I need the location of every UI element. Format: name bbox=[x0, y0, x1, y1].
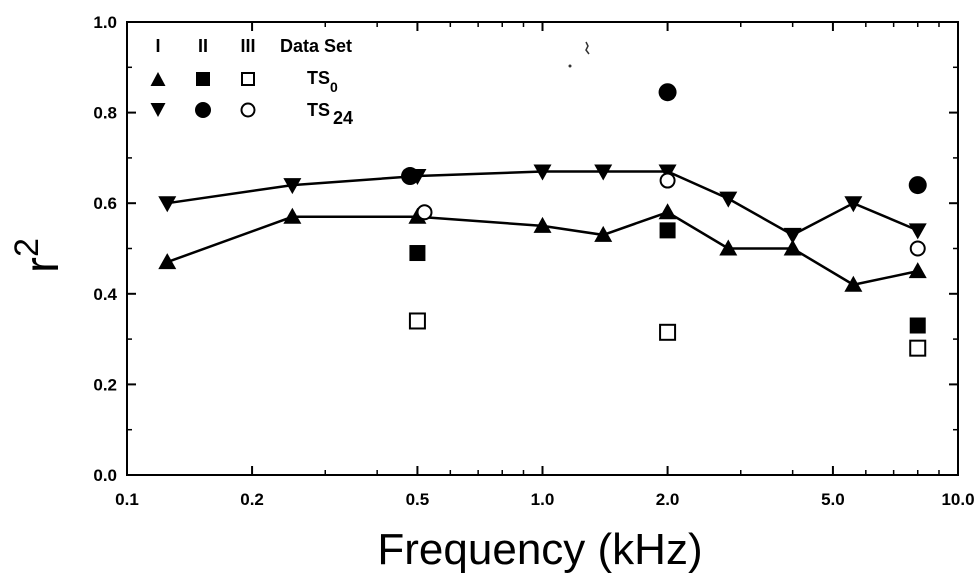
triangle-up-filled-marker bbox=[908, 262, 927, 279]
legend-header-col3: III bbox=[240, 36, 255, 56]
triangle-up-filled-marker bbox=[844, 275, 863, 292]
speck-mark bbox=[585, 41, 590, 55]
legend-ts0-main: TS bbox=[307, 68, 330, 88]
y-axis-ticks: 0.0 0.2 0.4 0.6 0.8 1.0 bbox=[93, 13, 958, 485]
legend-row-ts0-label: TS0 bbox=[307, 68, 338, 95]
triangle-up-filled-marker bbox=[158, 253, 177, 270]
x-tick-label: 2.0 bbox=[656, 490, 680, 509]
x-tick-label: 0.1 bbox=[115, 490, 139, 509]
plot-frame bbox=[126, 21, 959, 476]
circle-open-marker bbox=[416, 204, 433, 221]
legend-triangle-down-filled-marker bbox=[150, 103, 166, 117]
y-tick-label: 0.4 bbox=[93, 285, 117, 304]
square-open-marker bbox=[408, 312, 426, 330]
speck-dot bbox=[568, 64, 572, 68]
triangle-down-filled-marker bbox=[594, 164, 613, 181]
x-tick-label: 0.2 bbox=[240, 490, 264, 509]
y-tick-label: 0.8 bbox=[93, 104, 117, 123]
triangle-up-filled-marker bbox=[658, 203, 677, 220]
triangle-down-filled-marker bbox=[844, 196, 863, 213]
legend-row-ts0: TS0 bbox=[150, 68, 338, 95]
plot-border bbox=[126, 21, 959, 476]
square-open-marker bbox=[659, 323, 677, 341]
legend-row-ts24: TS 24 bbox=[150, 100, 353, 128]
circle-open-marker bbox=[909, 240, 926, 257]
square-open-marker bbox=[909, 339, 927, 357]
y-tick-label: 0.6 bbox=[93, 194, 117, 213]
square-filled-marker bbox=[409, 245, 426, 262]
triangle-up-filled-marker bbox=[783, 239, 802, 256]
legend-ts24-main: TS bbox=[307, 100, 330, 120]
x-tick-label: 1.0 bbox=[531, 490, 555, 509]
triangle-up-filled-marker bbox=[283, 207, 302, 224]
legend-ts0-subscript: 0 bbox=[330, 79, 338, 95]
legend-circle-filled-marker bbox=[195, 102, 211, 118]
y-axis-title: r2 bbox=[8, 238, 69, 273]
square-filled-marker bbox=[909, 317, 926, 334]
x-axis-title: Frequency (kHz) bbox=[377, 525, 702, 574]
legend-triangle-up-filled-marker bbox=[150, 72, 166, 86]
series-line-triangle-down-filled bbox=[167, 170, 919, 237]
y-tick-label: 1.0 bbox=[93, 13, 117, 32]
triangle-down-filled-marker bbox=[533, 164, 552, 181]
legend-square-filled-marker bbox=[196, 72, 210, 86]
legend-square-open-marker bbox=[241, 72, 255, 86]
square-filled-marker bbox=[659, 222, 676, 239]
triangle-down-filled-marker bbox=[719, 191, 738, 208]
y-tick-label: 0.2 bbox=[93, 375, 117, 394]
circle-open-marker bbox=[659, 172, 676, 189]
legend: I II III Data Set TS0 TS 24 bbox=[150, 36, 353, 128]
legend-row-ts24-label: TS 24 bbox=[307, 100, 353, 128]
series-line-triangle-up-filled bbox=[166, 210, 918, 287]
series-lines bbox=[166, 170, 919, 287]
legend-header-data-set: Data Set bbox=[280, 36, 352, 56]
legend-header-col1: I bbox=[155, 36, 160, 56]
triangle-down-filled-marker bbox=[908, 223, 927, 240]
triangle-down-filled-marker bbox=[158, 196, 177, 213]
series-markers bbox=[158, 83, 927, 357]
circle-filled-marker bbox=[658, 83, 677, 102]
legend-circle-open-marker bbox=[240, 102, 256, 118]
scan-specks bbox=[568, 41, 590, 68]
triangle-down-filled-marker bbox=[283, 178, 302, 195]
y-axis-title-main: r bbox=[16, 257, 69, 273]
triangle-up-filled-marker bbox=[594, 225, 613, 242]
legend-ts24-subscript: 24 bbox=[333, 108, 353, 128]
triangle-up-filled-marker bbox=[533, 216, 552, 233]
x-axis-ticks: 0.1 0.2 0.5 1.0 2.0 5.0 10.0 bbox=[115, 22, 975, 509]
x-tick-label: 5.0 bbox=[821, 490, 845, 509]
triangle-down-filled-marker bbox=[658, 164, 677, 181]
circle-filled-marker bbox=[401, 167, 420, 186]
legend-header-col2: II bbox=[198, 36, 208, 56]
x-tick-label: 10.0 bbox=[941, 490, 974, 509]
triangle-up-filled-marker bbox=[719, 239, 738, 256]
triangle-down-filled-marker bbox=[783, 227, 802, 244]
x-tick-label: 0.5 bbox=[406, 490, 430, 509]
y-axis-title-superscript: 2 bbox=[8, 238, 46, 257]
circle-filled-marker bbox=[908, 176, 927, 195]
y-tick-label: 0.0 bbox=[93, 466, 117, 485]
